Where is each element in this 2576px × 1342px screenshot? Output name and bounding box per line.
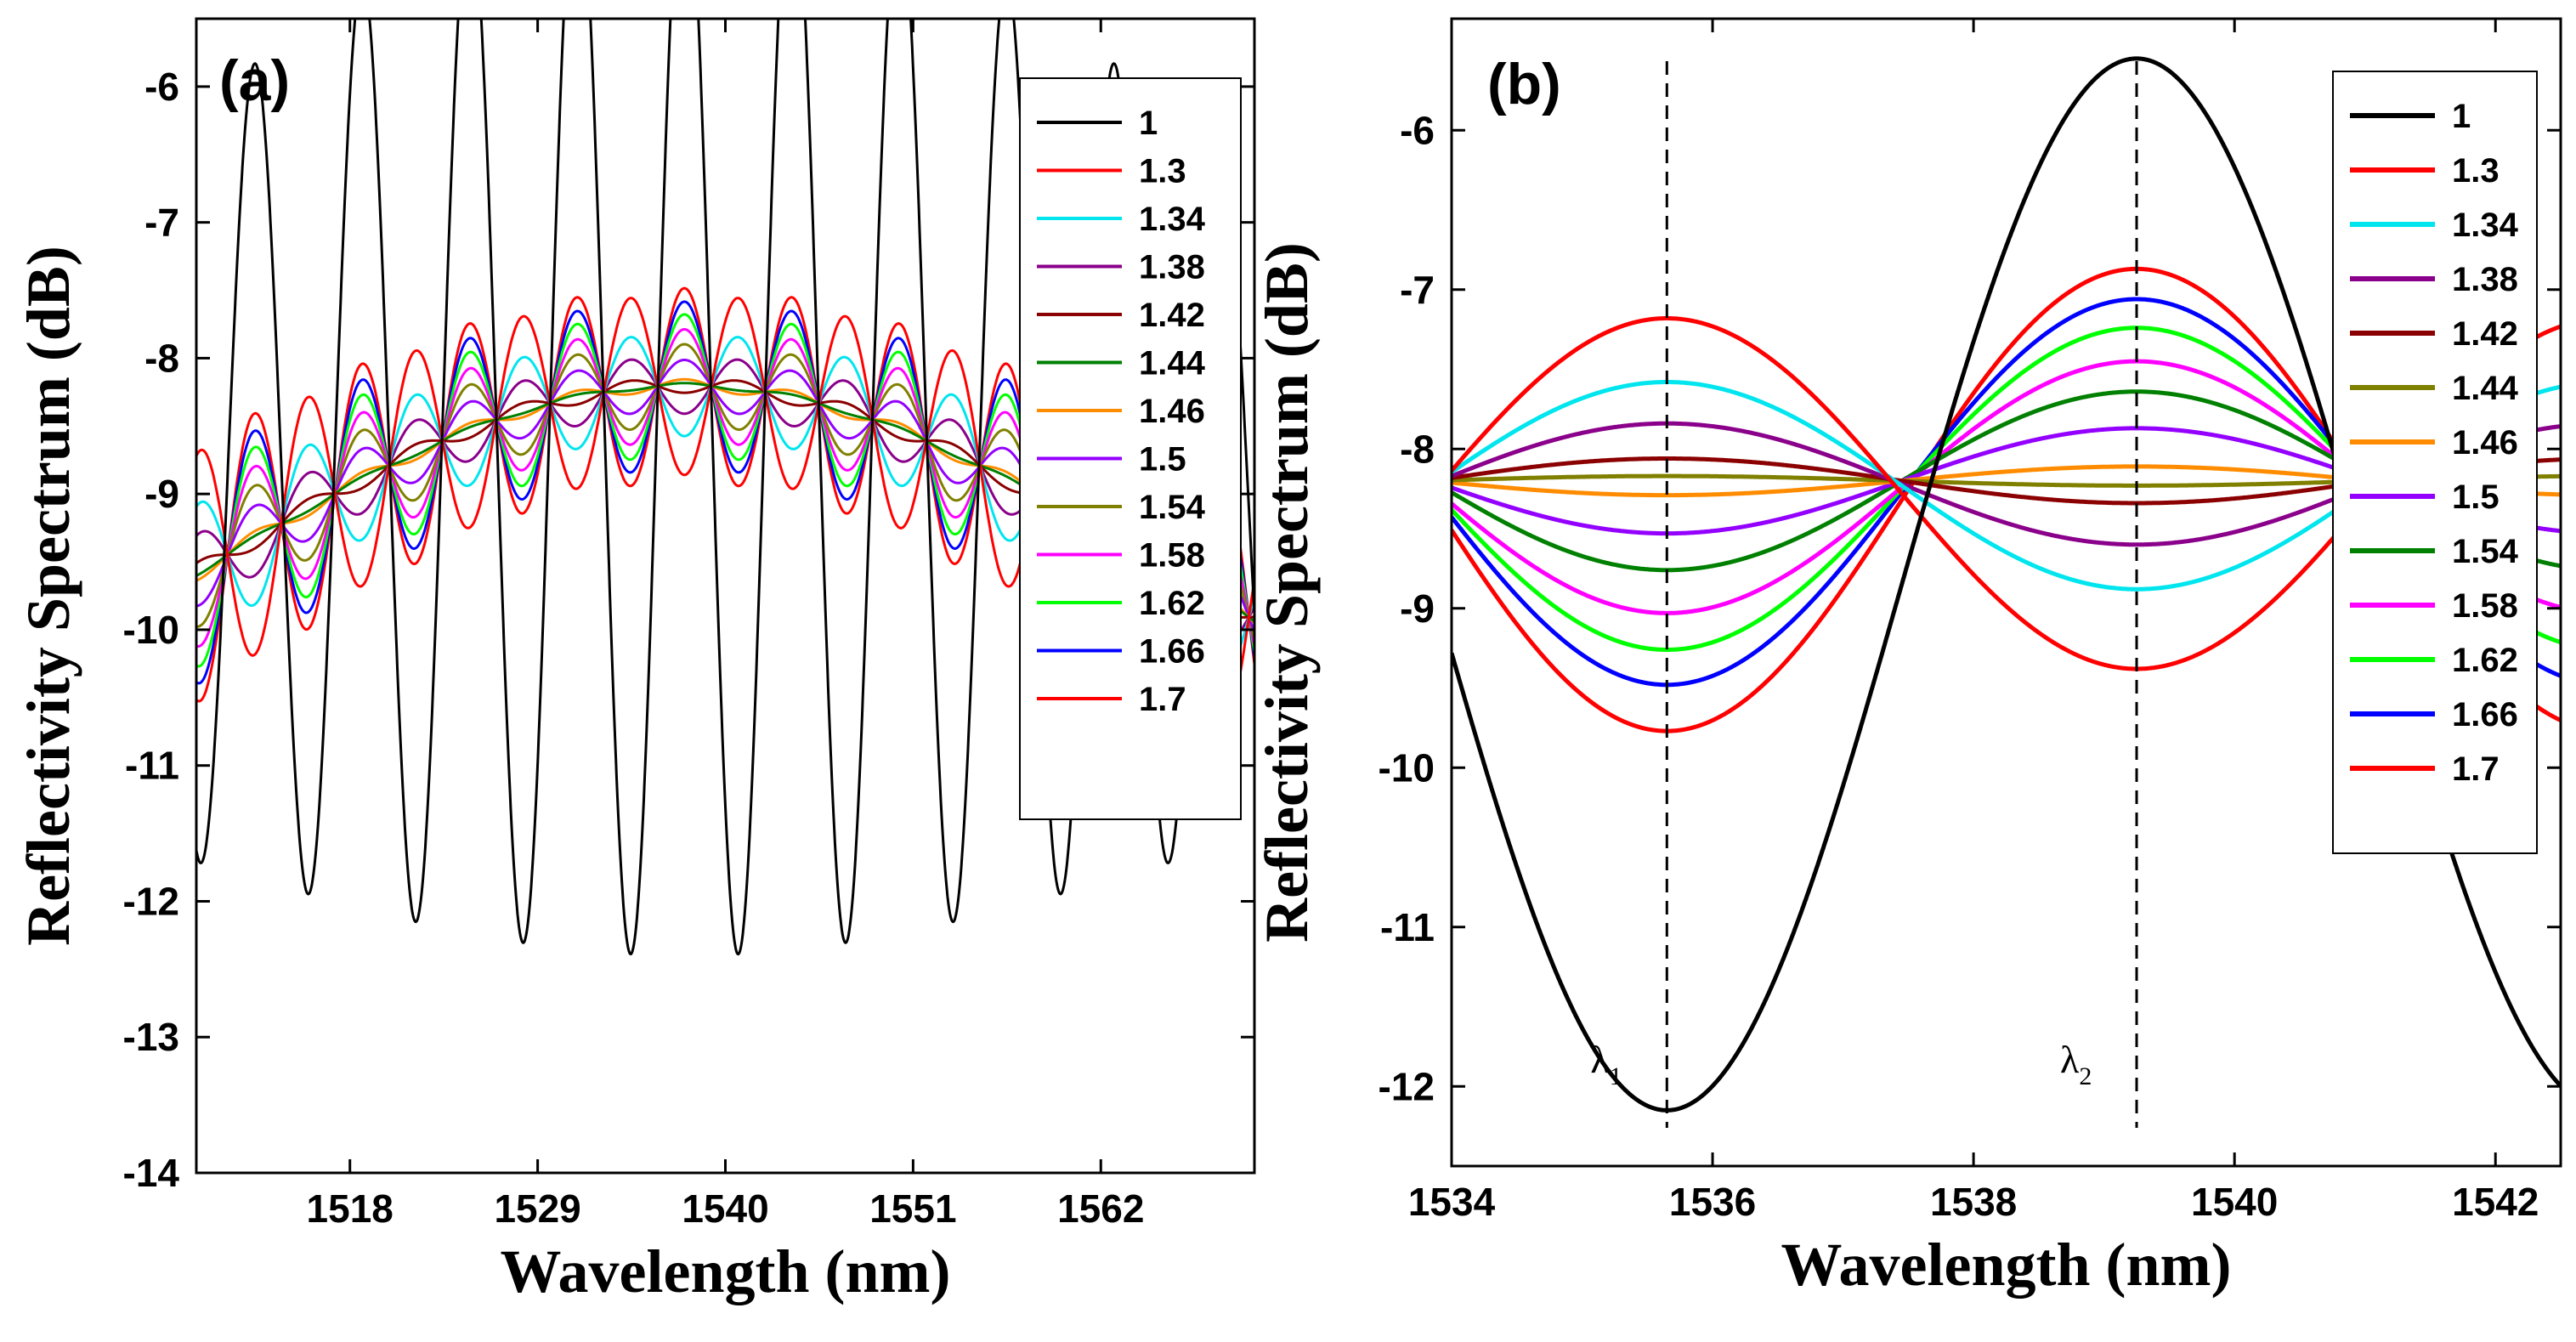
- y-tick-label: -11: [125, 744, 179, 788]
- legend-label-1.38: 1.38: [1139, 249, 1205, 286]
- legend-label-1.38: 1.38: [2452, 261, 2518, 298]
- x-axis-label: Wavelength (nm): [501, 1237, 951, 1305]
- x-tick-label: 1542: [2452, 1180, 2539, 1224]
- legend-label-1: 1: [2452, 98, 2471, 135]
- legend-label-1.46: 1.46: [1139, 393, 1205, 430]
- legend-label-1.54: 1.54: [2452, 533, 2519, 570]
- legend-label-1.42: 1.42: [2452, 315, 2518, 353]
- x-tick-label: 1540: [682, 1186, 768, 1231]
- legend: 1 1.3 1.34 1.38 1.42 1.44 1.46 1.5 1.54 1.58 1.62 1…: [2332, 71, 2538, 854]
- legend-label-1.42: 1.42: [1139, 297, 1205, 334]
- y-tick-label: -8: [1400, 427, 1435, 471]
- legend-label-1.3: 1.3: [1139, 153, 1186, 190]
- x-tick-label: 1538: [1930, 1180, 2017, 1224]
- y-tick-label: -14: [123, 1151, 180, 1195]
- panel-label: (b): [1487, 52, 1561, 116]
- legend-label-1.44: 1.44: [1139, 345, 1206, 382]
- panel-a: 1518 1529 1540 1551 1562 -14 -13 -12 -11 -10 -9 -8 -…: [14, 17, 1256, 1305]
- marker-label-1: λ1: [1590, 1038, 1622, 1090]
- legend-label-1.66: 1.66: [2452, 696, 2518, 733]
- y-tick-label: -12: [1379, 1064, 1435, 1108]
- y-tick-label: -13: [123, 1015, 179, 1059]
- legend-label-1.3: 1.3: [2452, 152, 2500, 190]
- legend-label-1.58: 1.58: [1139, 537, 1205, 575]
- legend-label-1.7: 1.7: [1139, 681, 1186, 718]
- marker-label-2: λ2: [2060, 1038, 2092, 1090]
- axes-frame: [1450, 17, 2562, 1168]
- y-tick-label: -7: [1400, 268, 1435, 312]
- legend-label-1.62: 1.62: [2452, 642, 2518, 679]
- y-axis-label: Reflectivity Spectrum (dB): [14, 246, 82, 946]
- legend: 1 1.3 1.34 1.38 1.42 1.44 1.46 1.5 1.54 1.58 1.62 1…: [1019, 77, 1242, 820]
- legend-label-1.66: 1.66: [1139, 633, 1205, 671]
- x-tick-label: 1551: [869, 1186, 956, 1231]
- y-tick-label: -7: [144, 201, 179, 245]
- legend-label-1.34: 1.34: [2452, 207, 2519, 244]
- panel-label: (a): [219, 48, 290, 113]
- y-tick-label: -8: [144, 336, 179, 380]
- legend-label-1.5: 1.5: [2452, 478, 2500, 516]
- legend-label-1.46: 1.46: [2452, 424, 2518, 461]
- legend-label-1.58: 1.58: [2452, 587, 2518, 625]
- legend-label-1.5: 1.5: [1139, 441, 1186, 478]
- y-tick-label: -6: [144, 65, 179, 109]
- legend-label-1.34: 1.34: [1139, 201, 1206, 238]
- y-tick-label: -12: [123, 879, 179, 923]
- y-tick-label: -10: [1379, 745, 1435, 790]
- y-axis-label: Reflectivity Spectrum (dB): [1253, 242, 1321, 943]
- marker-sub-2: 2: [2079, 1062, 2092, 1090]
- x-tick-label: 1529: [494, 1186, 580, 1231]
- legend-label-1.54: 1.54: [1139, 489, 1206, 526]
- legend-box: [2332, 71, 2538, 854]
- y-tick-label: -10: [123, 608, 179, 652]
- x-tick-label: 1540: [2191, 1180, 2278, 1224]
- x-tick-label: 1518: [307, 1186, 393, 1231]
- y-tick-label: -9: [144, 472, 179, 516]
- y-tick-label: -11: [1380, 905, 1435, 949]
- x-tick-label: 1562: [1057, 1186, 1144, 1231]
- x-tick-label: 1536: [1669, 1180, 1756, 1224]
- legend-label-1: 1: [1139, 105, 1158, 142]
- marker-sub-1: 1: [1610, 1062, 1622, 1090]
- legend-label-1.62: 1.62: [1139, 585, 1205, 622]
- x-axis-label: Wavelength (nm): [1781, 1231, 2232, 1299]
- x-tick-label: 1534: [1408, 1180, 1496, 1224]
- panel-b: λ1 λ2 1534 1536 1538 1540 1542 -12 -11 -10 -9 -8 -7 -…: [1253, 17, 2562, 1299]
- legend-box: [1019, 77, 1242, 820]
- legend-label-1.7: 1.7: [2452, 750, 2500, 788]
- y-tick-label: -6: [1400, 108, 1435, 152]
- y-tick-label: -9: [1400, 586, 1435, 631]
- legend-label-1.44: 1.44: [2452, 370, 2519, 407]
